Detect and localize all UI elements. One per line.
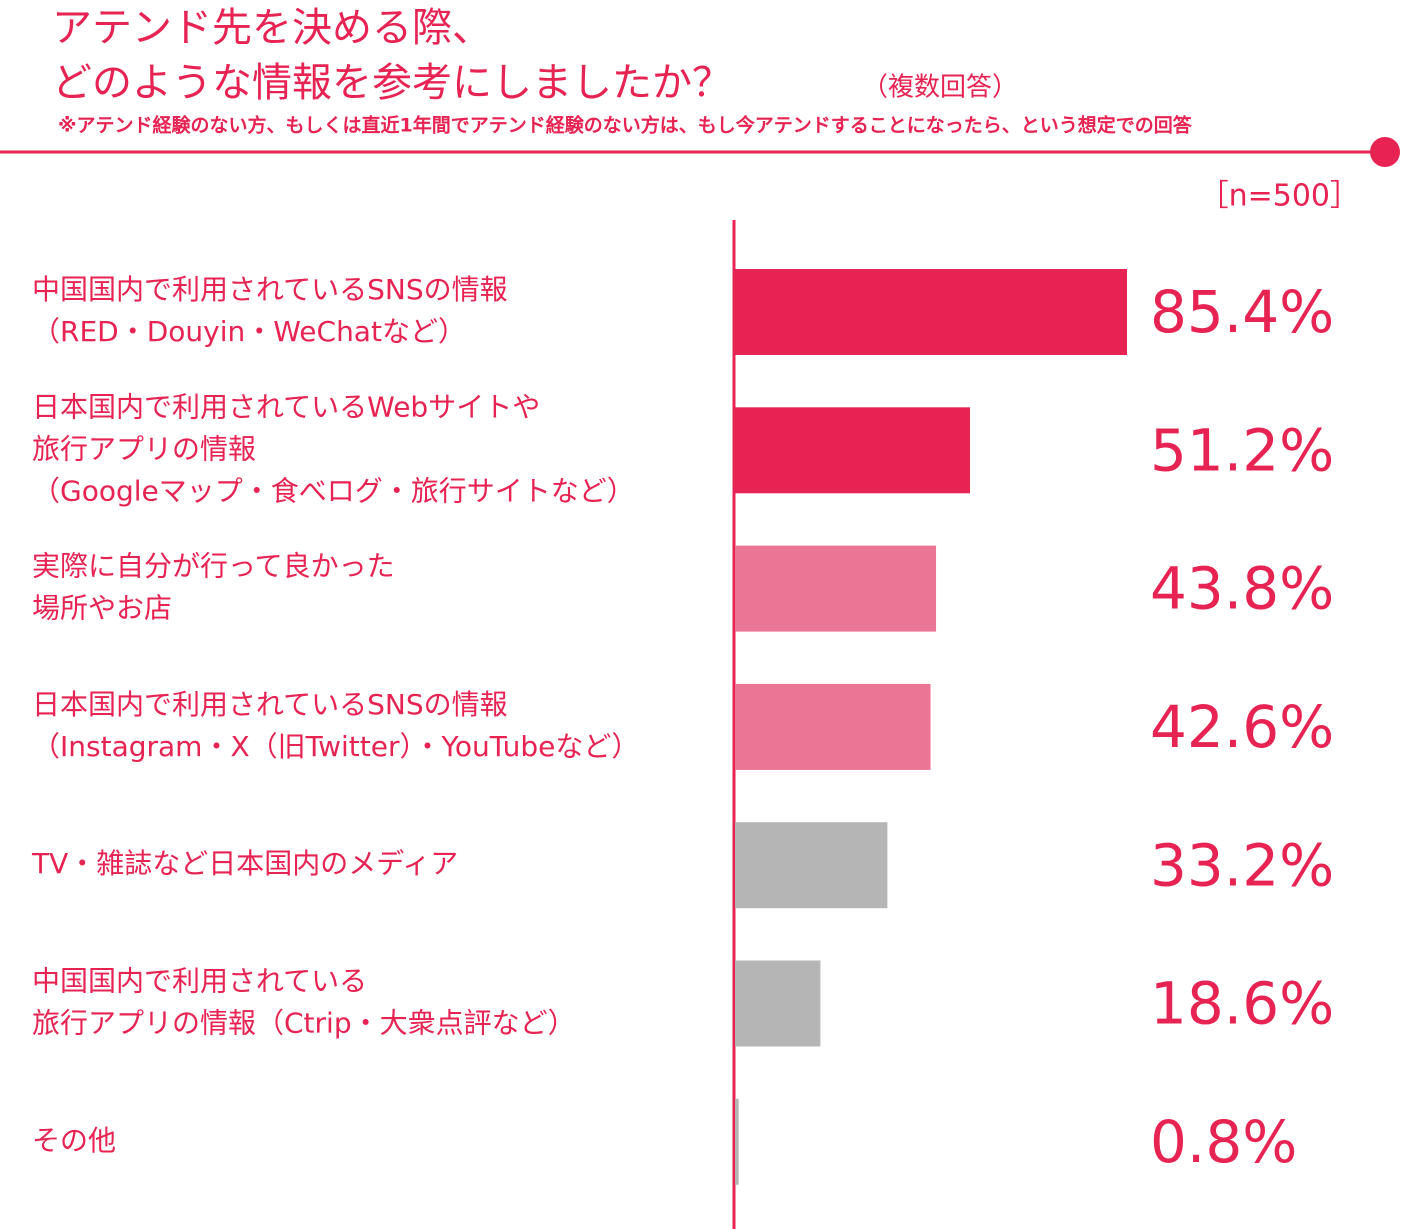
chart-title: アテンド先を決める際、 — [52, 5, 492, 51]
category-label: （Instagram・X（旧Twitter）・YouTubeなど） — [32, 730, 639, 763]
value-label: 33.2% — [1150, 831, 1334, 899]
value-label: 42.6% — [1150, 693, 1334, 761]
category-label: （RED・Douyin・WeChatなど） — [32, 315, 466, 348]
value-label: 51.2% — [1150, 416, 1334, 484]
category-label: 場所やお店 — [32, 592, 172, 625]
bar — [735, 407, 971, 494]
category-label: その他 — [32, 1124, 116, 1157]
category-label: 旅行アプリの情報 — [32, 432, 256, 465]
chart-subtitle: （複数回答） — [862, 73, 1018, 103]
value-label: 85.4% — [1150, 278, 1334, 346]
header-dot — [1370, 137, 1400, 167]
category-label: （Googleマップ・食べログ・旅行サイトなど） — [32, 474, 635, 507]
category-label: 日本国内で利用されているSNSの情報 — [32, 688, 508, 721]
category-label: 実際に自分が行って良かった — [32, 550, 395, 583]
bar — [735, 960, 821, 1047]
category-label: 旅行アプリの情報（Ctrip・大衆点評など） — [32, 1007, 576, 1040]
bar — [735, 1098, 739, 1185]
bar — [735, 269, 1127, 355]
chart-note: ※アテンド経験のない方、もしくは直近1年間でアテンド経験のない方は、もし今アテン… — [58, 114, 1193, 137]
category-label: TV・雑誌など日本国内のメディア — [31, 847, 458, 880]
bar — [735, 545, 937, 632]
bar — [735, 683, 931, 770]
chart-title: どのような情報を参考にしましたか？ — [52, 60, 732, 106]
value-label: 0.8% — [1150, 1108, 1297, 1176]
value-label: 43.8% — [1150, 555, 1334, 623]
value-label: 18.6% — [1150, 970, 1334, 1038]
category-label: 中国国内で利用されているSNSの情報 — [32, 273, 508, 306]
bar — [735, 822, 888, 909]
category-label: 中国国内で利用されている — [32, 965, 367, 998]
category-label: 日本国内で利用されているWebサイトや — [32, 390, 540, 423]
sample-size: ［n=500］ — [1199, 179, 1360, 214]
